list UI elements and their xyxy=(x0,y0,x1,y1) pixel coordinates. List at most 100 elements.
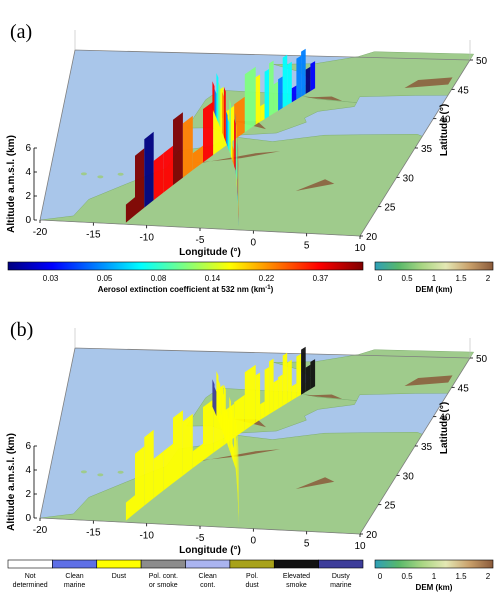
lat-tick-40: 40 xyxy=(439,115,451,126)
france-land xyxy=(273,51,475,103)
curtain-track-1-seg-17 xyxy=(273,379,279,412)
dem-tick-2: 1 xyxy=(432,274,437,283)
dem-tick-4: 2 xyxy=(486,572,491,581)
curtain-track-1-seg-23 xyxy=(301,48,306,97)
curtain-track-1-seg-1 xyxy=(135,148,145,216)
curtain-track-1-seg-7 xyxy=(192,145,203,170)
lat-tick-50: 50 xyxy=(476,56,488,67)
curtain-track-1-seg-3 xyxy=(153,451,164,499)
curtain-track-1-seg-24 xyxy=(305,364,311,392)
extinction-tick-4: 0.22 xyxy=(259,274,275,283)
lon-tick--5: -5 xyxy=(196,235,205,246)
curtain-track-1-seg-13 xyxy=(255,74,261,125)
lat-tick-40: 40 xyxy=(439,413,451,424)
curtain-track-2-seg-18 xyxy=(225,408,228,445)
lat-tick-20: 20 xyxy=(366,530,378,541)
dem-tick-2: 1 xyxy=(432,572,437,581)
extinction-colorbar xyxy=(7,261,364,271)
lat-tick-25: 25 xyxy=(384,501,396,512)
curtain-track-2-seg-15 xyxy=(230,407,233,460)
france-land xyxy=(273,349,475,401)
curtain-track-2-seg-18 xyxy=(225,110,228,147)
curtain-track-1-seg-21 xyxy=(291,383,297,401)
curtain-track-1-seg-8 xyxy=(203,101,214,163)
lat-tick-30: 30 xyxy=(403,173,415,184)
class-label-6-1: smoke xyxy=(286,582,307,589)
dem-tick-1: 0.5 xyxy=(401,572,413,581)
class-swatch-5 xyxy=(229,559,275,569)
altitude-tick-2: 2 xyxy=(25,489,31,500)
lat-label: Latitude (°) xyxy=(439,402,450,454)
curtain-track-1-seg-14 xyxy=(260,103,265,122)
class-label-3-1: or smoke xyxy=(149,582,178,589)
lon-label: Longitude (°) xyxy=(179,545,241,556)
extinction-tick-3: 0.14 xyxy=(205,274,221,283)
class-label-4-0: Clean xyxy=(199,573,217,580)
curtain-track-2-seg-14 xyxy=(232,443,235,464)
lon-tick-5: 5 xyxy=(304,240,310,251)
class-swatch-1 xyxy=(52,559,98,569)
class-swatch-6 xyxy=(273,559,319,569)
dem-tick-4: 2 xyxy=(486,274,491,283)
island-2 xyxy=(80,470,87,474)
lon-tick--15: -15 xyxy=(86,528,101,539)
class-label-5-0: Pol. xyxy=(246,573,258,580)
altitude-tick-0: 0 xyxy=(25,215,31,226)
curtain-track-1-seg-12 xyxy=(244,66,256,133)
lat-tick-35: 35 xyxy=(421,144,433,155)
curtain-track-1-seg-17 xyxy=(273,81,279,114)
curtain-track-1-seg-16 xyxy=(269,60,274,117)
lon-label: Longitude (°) xyxy=(179,247,241,258)
dem-label: DEM (km) xyxy=(416,583,453,592)
dem-tick-0: 0 xyxy=(378,274,383,283)
lon-tick--20: -20 xyxy=(33,525,48,536)
extinction-tick-0: 0.03 xyxy=(43,274,59,283)
curtain-track-1-seg-24 xyxy=(305,66,311,94)
curtain-track-1-seg-22 xyxy=(296,353,302,398)
relief-1 xyxy=(305,96,343,101)
lat-tick-25: 25 xyxy=(384,203,396,214)
curtain-track-1-seg-21 xyxy=(291,85,297,103)
extinction-tick-5: 0.37 xyxy=(313,274,329,283)
class-label-5-1: dust xyxy=(245,582,258,589)
curtain-track-2-seg-23 xyxy=(216,73,219,123)
lon-tick--10: -10 xyxy=(139,530,154,541)
relief-2 xyxy=(404,375,453,386)
class-label-4-1: cont. xyxy=(200,582,215,589)
curtain-track-1-seg-15 xyxy=(264,69,270,120)
lon-tick--5: -5 xyxy=(196,533,205,544)
curtain-track-1-seg-1 xyxy=(135,446,145,514)
lon-tick-0: 0 xyxy=(251,536,257,547)
curtain-track-2-seg-22 xyxy=(218,81,221,128)
lon-tick--20: -20 xyxy=(33,227,48,238)
lat-tick-45: 45 xyxy=(458,383,470,394)
panel-b: 0 2 4 6 Altitude a.m.s.l. (km) -20 -15 -10 -5 0 5 1… xyxy=(6,319,494,592)
dem-colorbar xyxy=(374,559,494,569)
curtain-track-2-seg-16 xyxy=(229,98,231,157)
panel-label: (b) xyxy=(10,319,33,341)
lat-tick-45: 45 xyxy=(458,85,470,96)
curtain-track-1-seg-23 xyxy=(301,346,306,395)
panel-label: (a) xyxy=(10,21,32,43)
class-label-7-0: Dusty xyxy=(332,573,350,580)
altitude-label: Altitude a.m.s.l. (km) xyxy=(6,135,17,233)
class-swatch-2 xyxy=(96,559,142,569)
curtain-track-1-seg-18 xyxy=(278,76,283,111)
curtain-track-1-seg-2 xyxy=(144,429,154,506)
extinction-tick-1: 0.05 xyxy=(97,274,113,283)
altitude-tick-4: 4 xyxy=(25,465,31,476)
curtain-track-2-seg-14 xyxy=(232,145,235,166)
curtain-track-2-seg-25 xyxy=(212,81,215,114)
curtain-track-2-seg-25 xyxy=(212,379,215,412)
class-label-7-1: marine xyxy=(330,582,352,589)
altitude-tick-4: 4 xyxy=(25,167,31,178)
relief-4 xyxy=(295,477,335,489)
class-swatch-3 xyxy=(140,559,186,569)
curtain-track-2-seg-24 xyxy=(214,387,217,417)
curtain-track-1-seg-0 xyxy=(125,495,135,521)
curtain-track-1-seg-0 xyxy=(125,197,135,223)
altitude-tick-2: 2 xyxy=(25,191,31,202)
class-label-0-1: determined xyxy=(13,582,48,589)
class-label-2-0: Dust xyxy=(112,573,126,580)
curtain-track-2-seg-24 xyxy=(214,89,217,119)
